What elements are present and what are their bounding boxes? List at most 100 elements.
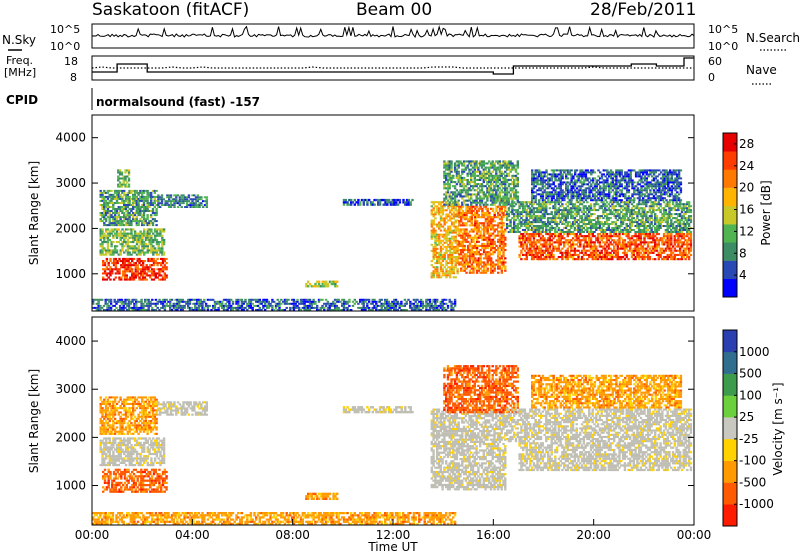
heatmap-cell: [131, 276, 134, 279]
heatmap-cell: [580, 225, 584, 227]
heatmap-cell: [629, 237, 632, 240]
heatmap-cell: [513, 183, 516, 186]
heatmap-cell: [666, 245, 669, 248]
heatmap-cell: [125, 270, 128, 273]
heatmap-cell: [559, 249, 562, 252]
heatmap-cell: [470, 257, 473, 260]
heatmap-cell: [625, 201, 628, 204]
heatmap-cell: [632, 211, 635, 214]
heatmap-cell: [632, 235, 635, 238]
heatmap-cell: [609, 229, 612, 231]
heatmap-cell: [595, 245, 598, 248]
heatmap-cell: [627, 225, 630, 227]
heatmap-cell: [623, 247, 627, 250]
heatmap-cell: [119, 195, 122, 198]
heatmap-cell: [449, 229, 452, 232]
heatmap-cell: [589, 253, 593, 256]
heatmap-cell: [684, 223, 687, 225]
heatmap-cell: [477, 209, 480, 212]
heatmap-cell: [505, 213, 509, 216]
heatmap-cell: [497, 251, 500, 254]
heatmap-cell: [686, 253, 689, 256]
heatmap-cell: [101, 214, 104, 217]
heatmap-cell: [534, 227, 537, 229]
heatmap-cell: [645, 251, 648, 254]
heatmap-cell: [625, 223, 628, 225]
heatmap-cell: [439, 239, 443, 242]
heatmap-cell: [443, 254, 446, 256]
heatmap-cell: [611, 253, 614, 256]
heatmap-cell: [579, 215, 582, 218]
heatmap-cell: [593, 253, 596, 256]
heatmap-cell: [467, 209, 470, 212]
heatmap-cell: [523, 243, 527, 246]
heatmap-cell: [105, 234, 108, 237]
heatmap-cell: [497, 232, 500, 235]
heatmap-cell: [634, 213, 637, 216]
heatmap-cell: [623, 233, 627, 236]
heatmap-cell: [486, 181, 489, 184]
heatmap-cell: [127, 262, 130, 265]
heatmap-cell: [187, 196, 191, 199]
heatmap-cell: [445, 272, 448, 275]
heatmap-cell: [464, 178, 468, 181]
heatmap-cell: [670, 256, 673, 259]
heatmap-cell: [491, 189, 494, 192]
heatmap-cell: [203, 196, 207, 199]
heatmap-cell: [130, 191, 133, 194]
heatmap-cell: [523, 235, 527, 238]
heatmap-cell: [625, 229, 628, 231]
heatmap-cell: [498, 234, 502, 237]
heatmap-cell: [123, 274, 127, 277]
heatmap-cell: [159, 241, 162, 244]
heatmap-cell: [668, 256, 671, 259]
heatmap-cell: [169, 200, 173, 203]
heatmap-cell: [630, 251, 634, 254]
heatmap-cell: [654, 223, 657, 225]
heatmap-cell: [131, 274, 134, 277]
heatmap-cell: [432, 203, 435, 206]
heatmap-cell: [129, 278, 132, 281]
heatmap-cell: [473, 176, 476, 179]
heatmap-cell: [598, 229, 602, 231]
heatmap-cell: [143, 278, 147, 281]
heatmap-cell: [490, 265, 493, 268]
heatmap-cell: [502, 197, 505, 200]
heatmap-cell: [161, 247, 164, 250]
heatmap-cell: [538, 235, 541, 238]
heatmap-cell: [680, 231, 684, 233]
heatmap-cell: [534, 177, 537, 180]
heatmap-cell: [605, 239, 609, 242]
heatmap-cell: [405, 201, 409, 204]
heatmap-cell: [466, 195, 469, 198]
heatmap-cell: [547, 247, 550, 250]
heatmap-cell: [486, 183, 489, 186]
heatmap-cell: [441, 272, 445, 275]
heatmap-cell: [641, 209, 644, 212]
heatmap-cell: [563, 233, 566, 236]
heatmap-cell: [470, 255, 473, 258]
heatmap-cell: [502, 195, 505, 198]
heatmap-cell: [641, 207, 644, 210]
heatmap-cell: [636, 227, 639, 229]
heatmap-cell: [532, 195, 536, 198]
heatmap-cell: [491, 203, 494, 206]
heatmap-cell: [623, 227, 627, 229]
heatmap-cell: [143, 247, 146, 250]
heatmap-cell: [101, 197, 104, 200]
heatmap-cell: [564, 207, 568, 210]
heatmap-cell: [682, 221, 685, 224]
heatmap-cell: [632, 249, 635, 252]
heatmap-cell: [136, 257, 139, 260]
heatmap-cell: [527, 251, 530, 254]
heatmap-cell: [541, 193, 545, 196]
heatmap-cell: [132, 276, 136, 279]
heatmap-cell: [194, 204, 198, 206]
heatmap-cell: [463, 259, 466, 262]
heatmap-cell: [645, 241, 648, 244]
heatmap-cell: [620, 223, 623, 225]
heatmap-cell: [404, 201, 407, 204]
heatmap-cell: [123, 266, 127, 269]
heatmap-cell: [525, 201, 528, 204]
heatmap-cell: [596, 237, 600, 240]
